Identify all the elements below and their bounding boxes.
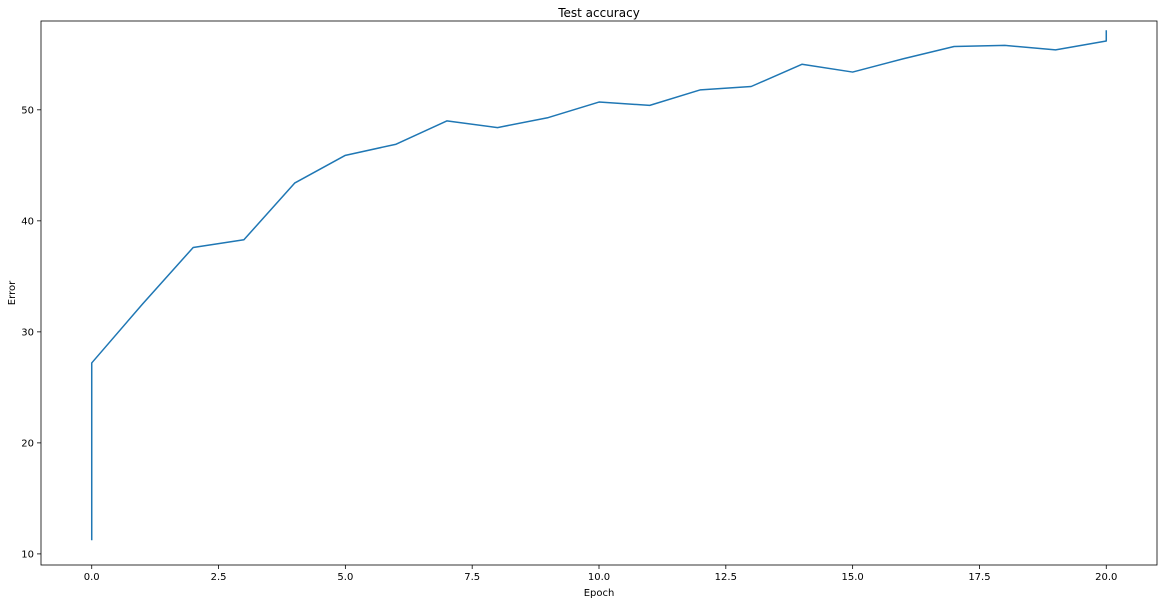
- plot-background: [41, 21, 1157, 565]
- x-axis-ticks: 0.0 2.5 5.0 7.5 10.0 12.5 15.0 17.5 20.0: [84, 565, 1117, 583]
- x-tick-label: 12.5: [715, 572, 737, 583]
- y-tick-label: 50: [21, 105, 34, 116]
- chart-title: Test accuracy: [557, 6, 640, 20]
- y-axis-label: Error: [7, 280, 18, 305]
- y-tick-label: 20: [21, 438, 34, 449]
- series-layer: [90, 30, 1108, 541]
- x-tick-label: 17.5: [968, 572, 990, 583]
- y-axis-ticks: 10 20 30 40 50: [21, 105, 41, 560]
- x-tick-label: 2.5: [211, 572, 227, 583]
- x-tick-label: 15.0: [842, 572, 864, 583]
- plot-frame: [40, 20, 1158, 566]
- y-tick-label: 30: [21, 327, 34, 338]
- x-tick-label: 20.0: [1095, 572, 1117, 583]
- x-tick-label: 5.0: [337, 572, 353, 583]
- y-tick-label: 40: [21, 216, 34, 227]
- x-axis-label: Epoch: [584, 588, 615, 599]
- series-line: [90, 30, 1108, 541]
- x-tick-label: 10.0: [588, 572, 610, 583]
- y-tick-label: 10: [21, 549, 34, 560]
- x-tick-label: 7.5: [464, 572, 480, 583]
- x-tick-label: 0.0: [84, 572, 100, 583]
